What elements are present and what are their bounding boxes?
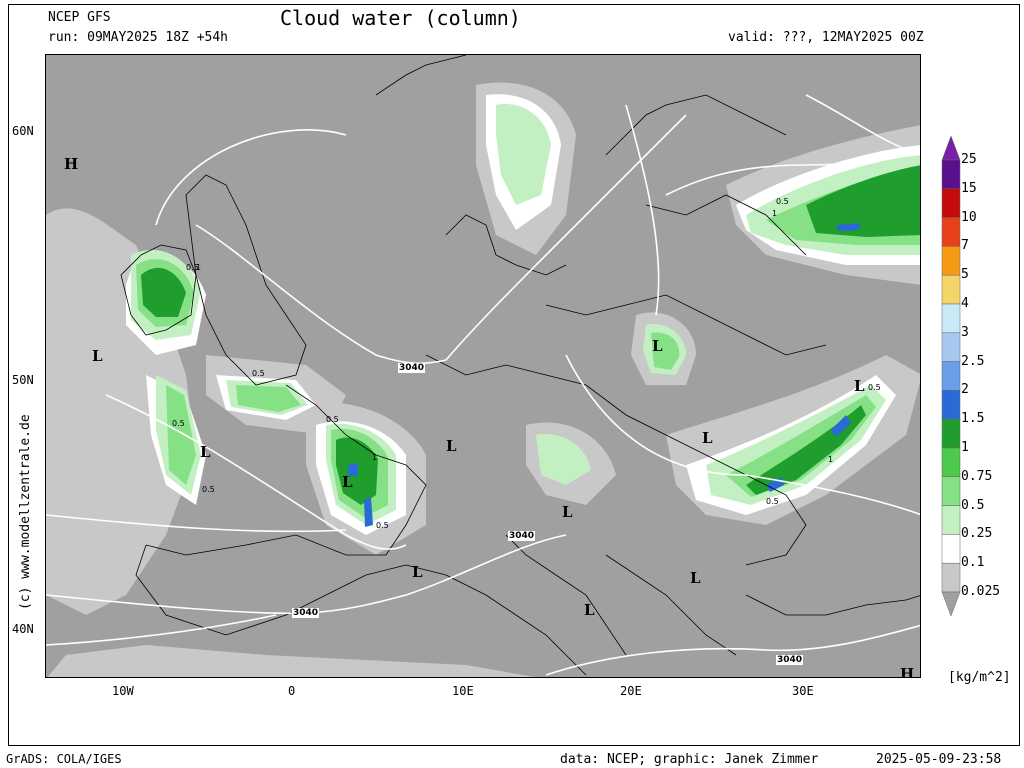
low-pressure-marker: L (584, 601, 595, 619)
map-title: Cloud water (column) (280, 6, 521, 30)
colorbar-swatches (941, 135, 961, 617)
colorbar-swatch (941, 332, 961, 362)
colorbar-swatch (941, 159, 961, 190)
low-pressure-marker: L (412, 563, 423, 581)
map-panel: 3040 3040 3040 3040 H H L L L L L L L L … (45, 54, 921, 678)
lon-label-0: 0 (288, 684, 296, 698)
lon-label-10w: 10W (112, 684, 134, 698)
contour-label: 3040 (398, 363, 426, 373)
lat-label-50n: 50N (12, 373, 34, 387)
low-pressure-marker: L (446, 437, 457, 455)
field-value-label: 1 (196, 263, 202, 272)
colorbar-swatch (941, 217, 961, 247)
colorbar-swatch (941, 390, 961, 420)
colorbar-tick-label: 0.1 (961, 555, 985, 571)
lat-label-40n: 40N (12, 622, 34, 636)
footer-credit: data: NCEP; graphic: Janek Zimmer (560, 752, 819, 767)
field-value-label: 1 (772, 209, 778, 218)
colorbar-swatch-bottom (941, 591, 961, 617)
colorbar-swatch (941, 274, 961, 305)
footer-left: GrADS: COLA/IGES (6, 752, 122, 766)
lon-label-30e: 30E (792, 684, 814, 698)
colorbar-tick-label: 0.75 (961, 468, 993, 484)
copyright-text: (c) www.modellzentrale.de (18, 414, 33, 610)
cloud-field-1-5 (348, 223, 861, 527)
colorbar-tick-label: 10 (961, 209, 977, 225)
valid-time: valid: ???, 12MAY2025 00Z (728, 30, 924, 45)
plot-frame (8, 4, 1020, 746)
field-value-label: 0.5 (376, 521, 389, 530)
colorbar-swatch (941, 303, 961, 334)
contour-label: 3040 (292, 608, 320, 618)
footer-timestamp: 2025-05-09-23:58 (876, 752, 1002, 767)
colorbar-swatch (941, 562, 961, 593)
lat-label-60n: 60N (12, 124, 34, 138)
run-info: run: 09MAY2025 18Z +54h (48, 30, 229, 45)
colorbar-tick-label: 3 (961, 324, 969, 340)
colorbar-swatch (941, 534, 961, 564)
colorbar-tick-label: 0.025 (961, 584, 1001, 599)
colorbar-swatch (941, 447, 961, 478)
low-pressure-marker: L (200, 443, 211, 461)
high-pressure-marker: H (900, 665, 915, 678)
field-value-label: 0.5 (186, 263, 199, 272)
model-name: NCEP GFS (48, 10, 111, 25)
colorbar-tick-label: 7 (961, 238, 969, 254)
colorbar-tick-label: 1.5 (961, 411, 985, 427)
field-value-label: 1 (828, 455, 834, 464)
lon-label-20e: 20E (620, 684, 642, 698)
colorbar-tick-label: 1 (961, 440, 969, 455)
colorbar-swatch (941, 361, 961, 391)
field-value-label: 1 (372, 453, 378, 462)
colorbar-tick-label: 15 (961, 180, 977, 196)
high-pressure-marker: H (64, 155, 79, 173)
low-pressure-marker: L (92, 347, 103, 365)
low-pressure-marker: L (854, 377, 865, 395)
colorbar-swatch (941, 505, 961, 535)
cloud-field-low (46, 82, 920, 677)
colorbar (941, 135, 961, 634)
colorbar-tick-label: 4 (961, 296, 969, 311)
low-pressure-marker: L (562, 503, 573, 521)
contour-label: 3040 (776, 655, 804, 665)
field-value-label: 0.5 (202, 485, 215, 494)
lon-label-10e: 10E (452, 684, 474, 698)
colorbar-swatch (941, 476, 961, 506)
coastlines (120, 55, 920, 676)
colorbar-swatch (941, 418, 961, 449)
map-field (46, 55, 920, 677)
field-value-label: 0.5 (776, 197, 789, 206)
colorbar-swatch-top (941, 135, 961, 161)
colorbar-swatch (941, 188, 961, 218)
low-pressure-marker: L (342, 473, 353, 491)
field-value-label: 0.5 (766, 497, 779, 506)
low-pressure-marker: L (652, 337, 663, 355)
colorbar-tick-label: 2 (961, 382, 969, 398)
colorbar-swatch (941, 246, 961, 276)
field-value-label: 0.5 (252, 369, 265, 378)
low-pressure-marker: L (702, 429, 713, 447)
field-value-label: 0.5 (868, 383, 881, 392)
colorbar-tick-label: 25 (961, 152, 977, 167)
field-value-label: 0.5 (172, 419, 185, 428)
contour-label: 3040 (508, 531, 536, 541)
low-pressure-marker: L (690, 569, 701, 587)
colorbar-tick-label: 5 (961, 267, 969, 283)
field-value-label: 0.5 (326, 415, 339, 424)
colorbar-unit: [kg/m^2] (948, 670, 1011, 685)
colorbar-tick-label: 0.25 (961, 526, 993, 542)
colorbar-tick-label: 2.5 (961, 353, 985, 369)
colorbar-tick-label: 0.5 (961, 497, 985, 513)
